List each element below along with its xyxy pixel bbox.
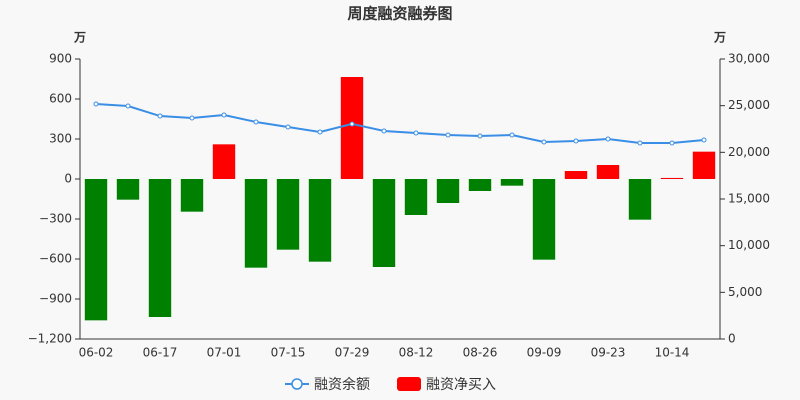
line <box>95 102 705 144</box>
legend-label: 融资余额 <box>314 376 370 393</box>
chart-title: 周度融资融券图 <box>347 5 452 23</box>
bar <box>660 177 684 179</box>
x-tick-label: 10-14 <box>655 346 690 360</box>
bar <box>148 179 172 317</box>
line-point <box>285 124 291 130</box>
bar <box>308 179 332 262</box>
line-point <box>477 133 483 139</box>
bar <box>116 179 140 200</box>
x-tick-label: 09-09 <box>527 346 562 360</box>
y-tick-label: 900 <box>49 52 72 66</box>
y-tick-label: 0 <box>64 172 72 186</box>
bar <box>500 179 524 186</box>
bar <box>340 77 364 179</box>
x-tick-label: 08-12 <box>399 346 434 360</box>
x-tick-label: 06-02 <box>79 346 114 360</box>
line-point <box>253 119 259 125</box>
y-tick-label: 300 <box>49 132 72 146</box>
line-point <box>349 121 355 127</box>
line-point <box>221 112 227 118</box>
y2-tick-label: 20,000 <box>728 145 770 159</box>
bar <box>404 179 428 215</box>
y2-tick-label: 5,000 <box>728 285 762 299</box>
x-tick-label: 07-01 <box>207 346 242 360</box>
y-tick-label: −300 <box>39 212 72 226</box>
line-point <box>317 129 323 135</box>
bar <box>276 179 300 250</box>
y-tick-label: 600 <box>49 92 72 106</box>
line-point <box>605 136 611 142</box>
line-point <box>669 140 675 146</box>
y2-tick-label: 15,000 <box>728 192 770 206</box>
x-tick-label: 08-26 <box>463 346 498 360</box>
line-point <box>125 103 131 109</box>
bar <box>372 179 396 267</box>
x-tick-label: 06-17 <box>143 346 178 360</box>
y-tick-label: −900 <box>39 292 72 306</box>
legend-marker <box>291 378 303 390</box>
line-point <box>413 130 419 136</box>
bar <box>564 171 588 179</box>
bar <box>468 179 492 191</box>
bar <box>596 165 620 179</box>
line-point <box>445 132 451 138</box>
line-point <box>381 128 387 134</box>
bar <box>84 179 108 321</box>
line-point <box>637 140 643 146</box>
line-point <box>157 113 163 119</box>
y2-tick-label: 25,000 <box>728 98 770 112</box>
bar <box>692 151 716 179</box>
line-point <box>573 138 579 144</box>
y-tick-label: −600 <box>39 252 72 266</box>
line-point <box>541 139 547 145</box>
bar <box>180 179 204 212</box>
line-point <box>93 101 99 107</box>
y2-unit: 万 <box>713 31 726 45</box>
legend-label: 融资净买入 <box>426 377 496 393</box>
y2-tick-label: 0 <box>728 332 736 346</box>
bar <box>212 144 236 179</box>
y-unit: 万 <box>73 31 86 45</box>
bar <box>436 179 460 203</box>
y-tick-label: −1,200 <box>28 332 72 346</box>
y2-tick-label: 30,000 <box>728 52 770 66</box>
y2-tick-label: 10,000 <box>728 238 770 252</box>
bar <box>532 179 556 260</box>
line-point <box>701 137 707 143</box>
x-tick-label: 07-15 <box>271 346 306 360</box>
x-tick-label: 07-29 <box>335 346 370 360</box>
line-point <box>509 132 515 138</box>
bar <box>628 179 652 220</box>
line-point <box>189 115 195 121</box>
legend-swatch <box>397 377 421 391</box>
bar <box>244 179 268 268</box>
x-tick-label: 09-23 <box>591 346 626 360</box>
